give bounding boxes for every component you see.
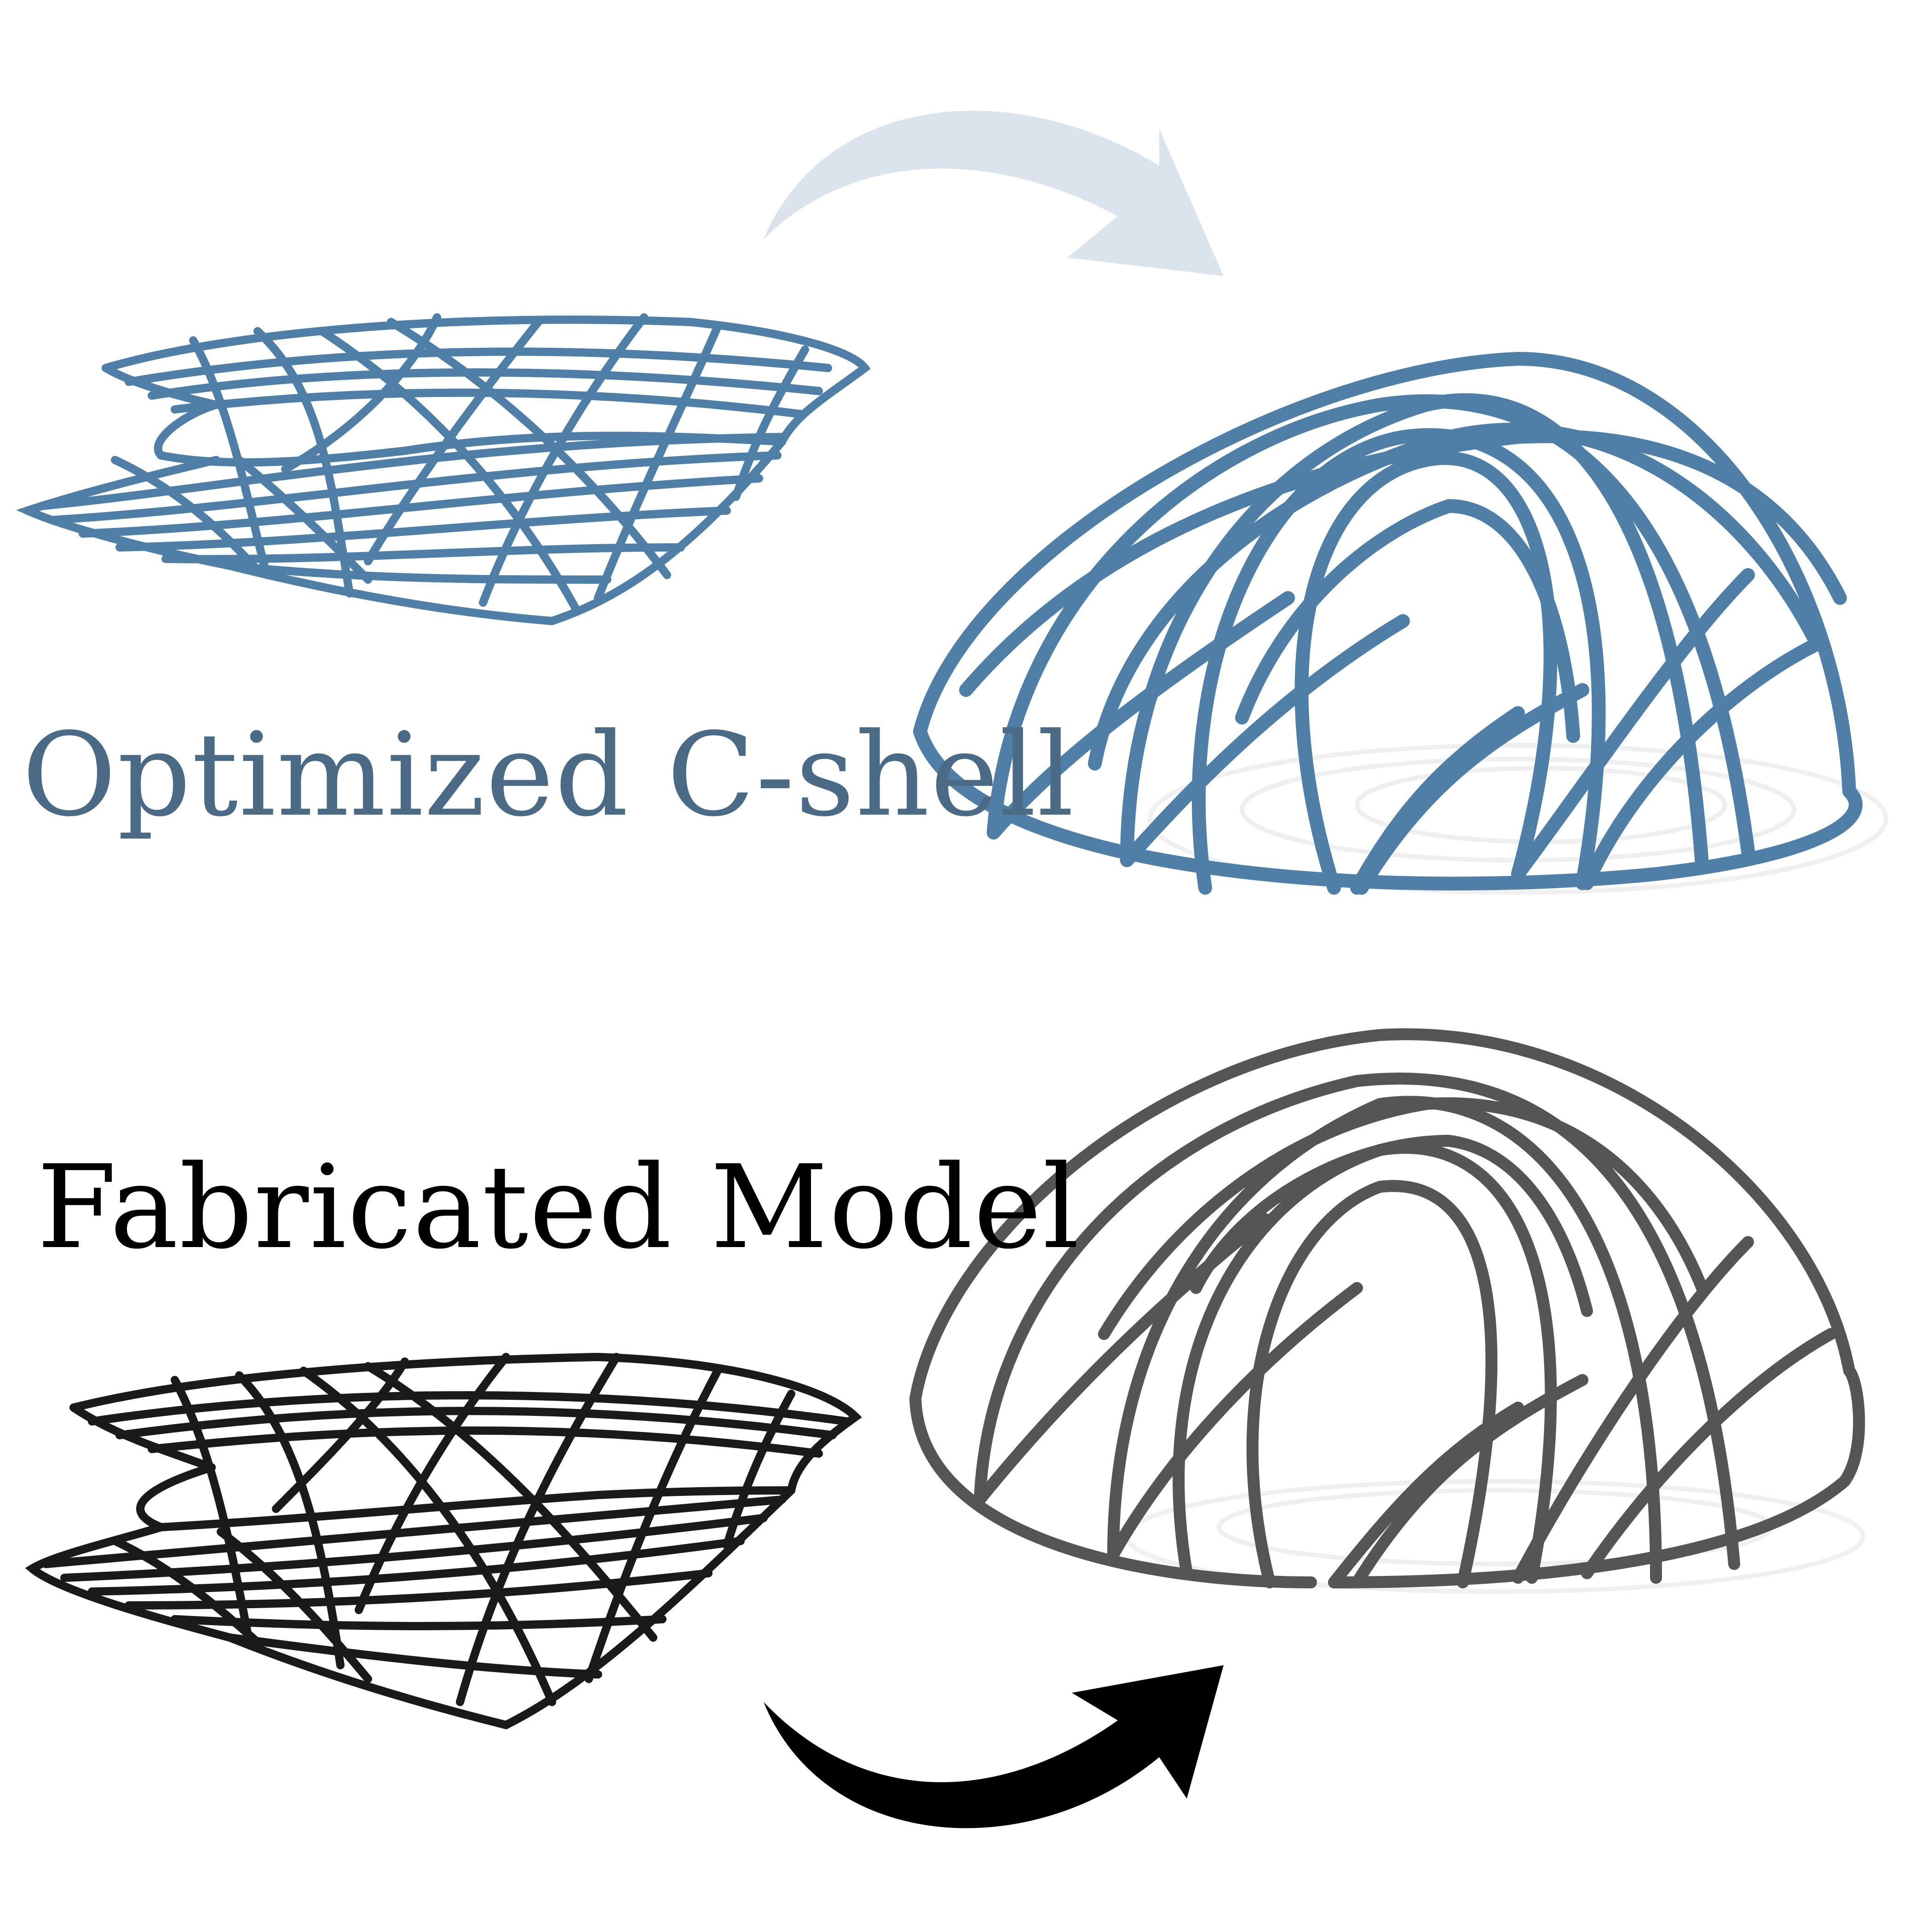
fabricated-model-label: Fabricated Model [37,1140,1081,1274]
optimized-c-shell-label: Optimized C-shell [22,708,1075,842]
